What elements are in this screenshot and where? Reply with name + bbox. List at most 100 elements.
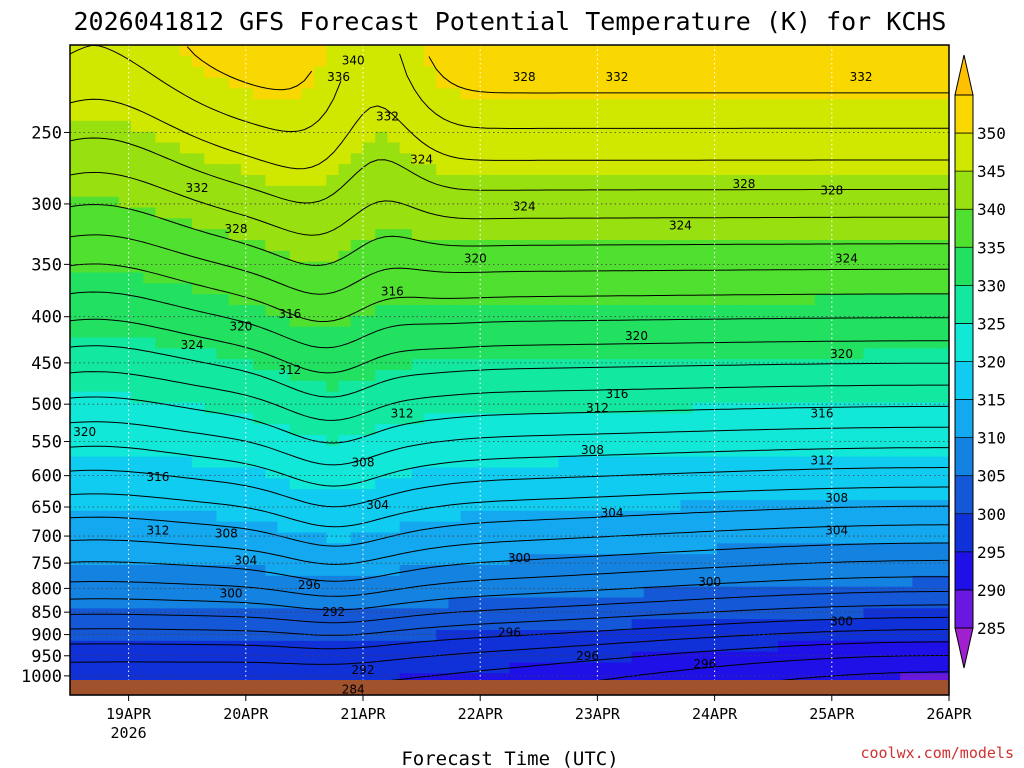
isentrope-line	[69, 629, 949, 665]
field-cell	[338, 489, 352, 501]
field-cell	[82, 185, 96, 198]
field-cell	[839, 662, 852, 674]
field-cell	[814, 380, 828, 393]
field-cell	[143, 445, 157, 458]
field-cell	[289, 402, 303, 414]
field-cell	[314, 489, 327, 501]
field-cell	[668, 370, 682, 382]
field-cell	[912, 315, 926, 328]
field-cell	[802, 489, 816, 501]
field-cell	[765, 445, 779, 458]
field-cell	[546, 240, 559, 252]
field-cell	[216, 467, 230, 479]
field-cell	[509, 359, 523, 371]
field-cell	[558, 413, 572, 425]
field-cell	[607, 77, 620, 89]
field-cell	[179, 456, 193, 469]
field-cell	[228, 77, 242, 89]
field-cell	[118, 272, 132, 284]
field-cell	[717, 240, 730, 252]
field-cell	[680, 456, 694, 469]
field-cell	[704, 240, 718, 252]
field-cell	[424, 673, 437, 685]
field-cell	[179, 326, 193, 339]
field-cell	[94, 619, 108, 631]
field-cell	[216, 110, 230, 122]
field-cell	[192, 380, 205, 393]
field-cell	[582, 348, 596, 360]
field-cell	[82, 283, 96, 295]
field-cell	[485, 337, 498, 349]
field-cell	[277, 391, 291, 404]
field-cell	[607, 348, 620, 360]
field-cell	[497, 630, 511, 642]
field-cell	[424, 337, 437, 349]
field-cell	[94, 315, 108, 328]
field-cell	[704, 467, 718, 479]
field-cell	[778, 131, 791, 144]
field-cell	[485, 175, 498, 187]
field-cell	[680, 283, 694, 295]
field-cell	[497, 218, 511, 230]
field-cell	[82, 543, 96, 555]
field-cell	[228, 142, 242, 154]
field-cell	[656, 88, 669, 100]
field-cell	[778, 630, 791, 642]
field-cell	[607, 45, 620, 57]
field-cell	[643, 250, 657, 263]
field-cell	[582, 240, 596, 252]
field-cell	[253, 521, 266, 534]
field-cell	[411, 294, 425, 306]
field-cell	[253, 651, 266, 664]
field-cell	[485, 88, 498, 100]
field-cell	[131, 45, 144, 57]
field-cell	[753, 651, 767, 664]
field-cell	[826, 380, 840, 393]
field-cell	[717, 380, 730, 393]
field-cell	[704, 456, 718, 469]
field-cell	[436, 348, 450, 360]
field-cell	[216, 630, 230, 642]
field-cell	[912, 110, 926, 122]
field-cell	[863, 348, 877, 360]
field-cell	[143, 500, 157, 512]
field-cell	[289, 510, 303, 523]
field-cell	[472, 45, 486, 57]
field-cell	[485, 326, 498, 339]
contour-label: 316	[146, 470, 169, 484]
field-cell	[167, 673, 181, 685]
field-cell	[875, 619, 889, 631]
field-cell	[900, 391, 913, 404]
field-cell	[411, 142, 425, 154]
field-cell	[289, 207, 303, 219]
field-cell	[472, 196, 486, 209]
field-cell	[314, 326, 327, 339]
field-cell	[448, 294, 462, 306]
field-cell	[485, 77, 498, 89]
field-cell	[70, 315, 83, 328]
field-cell	[875, 391, 889, 404]
field-cell	[228, 326, 242, 339]
isentrope-line	[69, 524, 949, 565]
field-cell	[411, 391, 425, 404]
field-cell	[778, 608, 791, 620]
field-cell	[131, 500, 144, 512]
field-cell	[765, 99, 779, 111]
field-cell	[900, 305, 913, 317]
field-cell	[228, 305, 242, 317]
field-cell	[411, 229, 425, 241]
field-cell	[326, 120, 340, 133]
field-cell	[814, 608, 828, 620]
field-cell	[179, 77, 193, 89]
field-cell	[118, 554, 132, 566]
field-cell	[82, 250, 96, 263]
field-cell	[558, 467, 572, 479]
field-cell	[509, 88, 523, 100]
colorbar-label: 310	[977, 429, 1006, 448]
field-cell	[338, 597, 352, 609]
field-cell	[424, 272, 437, 284]
field-cell	[82, 467, 96, 479]
field-cell	[143, 380, 157, 393]
field-cell	[509, 370, 523, 382]
